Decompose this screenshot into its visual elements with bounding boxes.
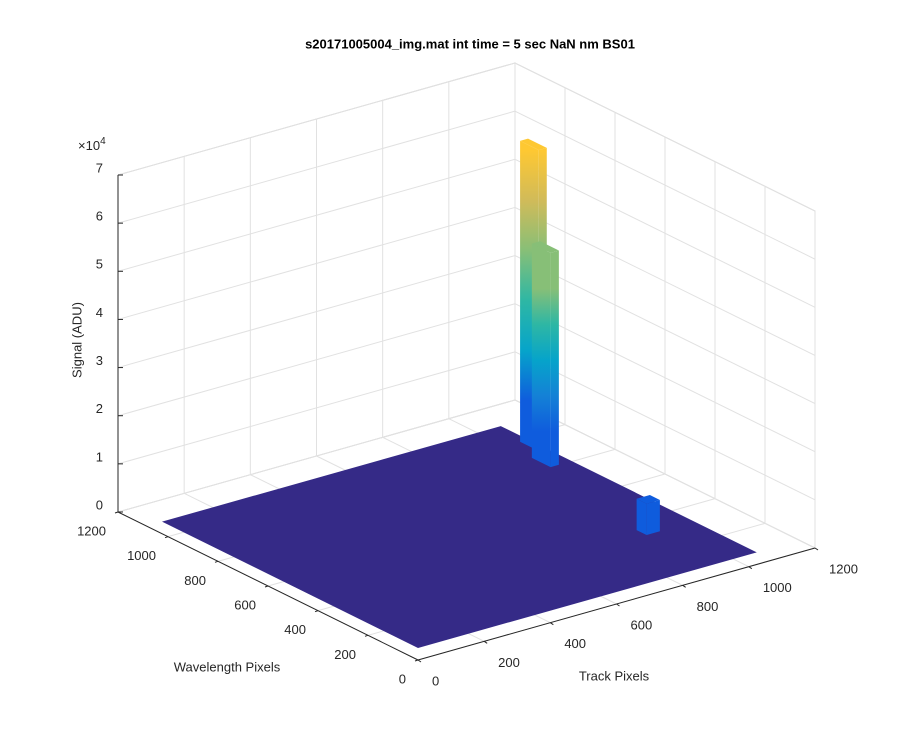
x-tick-label: 400 — [564, 636, 586, 651]
x-axis-label: Track Pixels — [579, 668, 650, 683]
z-multiplier-exponent: 4 — [100, 136, 106, 147]
grid-line — [117, 158, 516, 272]
grid-line — [117, 110, 516, 224]
y-tick-label: 1200 — [77, 523, 106, 538]
y-tick-label: 800 — [184, 573, 206, 588]
ridge-face — [531, 243, 551, 468]
z-multiplier: ×104 — [78, 136, 106, 154]
z-axis-label: Signal (ADU) — [69, 302, 84, 378]
x-tick — [682, 584, 686, 588]
surface — [162, 426, 757, 648]
grid-line — [117, 206, 516, 320]
z-tick-label: 2 — [96, 401, 103, 416]
grid-line — [514, 351, 816, 501]
z-tick-label: 6 — [96, 209, 103, 224]
plot-area — [162, 138, 757, 648]
ridge-top — [636, 495, 660, 504]
y-tick-label: 600 — [234, 597, 256, 612]
grid-line — [117, 303, 516, 417]
y-tick-label: 200 — [334, 647, 356, 662]
grid-line — [514, 110, 816, 260]
z-tick-label: 0 — [96, 497, 103, 512]
grid-line — [514, 206, 816, 356]
x-tick — [616, 603, 620, 607]
chart-title: s20171005004_img.mat int time = 5 sec Na… — [305, 36, 635, 51]
z-tick-label: 3 — [96, 353, 103, 368]
y-tick — [214, 560, 219, 563]
ridge-face — [550, 250, 559, 468]
x-tick — [483, 640, 488, 644]
x-tick-label: 1000 — [763, 580, 792, 595]
grid-line — [514, 303, 816, 453]
x-tick-label: 800 — [697, 599, 719, 614]
y-tick-label: 0 — [399, 671, 406, 686]
y-tick — [164, 536, 169, 539]
y-tick — [314, 610, 319, 613]
ridge-face — [646, 499, 660, 535]
x-tick — [748, 566, 753, 570]
y-tick — [364, 634, 369, 637]
y-tick — [114, 511, 119, 514]
x-tick — [814, 547, 819, 551]
ridge-top — [520, 138, 547, 151]
grid-line — [117, 351, 516, 465]
ridge-top — [531, 241, 559, 253]
y-tick — [414, 659, 419, 662]
z-tick-label: 1 — [96, 449, 103, 464]
x-tick — [417, 659, 422, 663]
x-tick — [550, 622, 554, 626]
grid-line — [514, 62, 816, 212]
grid-line — [514, 399, 816, 549]
y-tick-label: 400 — [284, 622, 306, 637]
grid-line — [514, 255, 816, 405]
axes-walls: 0200400600800100012000200400600800100012… — [77, 62, 858, 688]
x-tick-label: 1200 — [829, 561, 858, 576]
grid-line — [117, 255, 516, 369]
x-tick-label: 200 — [498, 655, 520, 670]
x-tick-label: 600 — [631, 617, 653, 632]
z-tick-label: 7 — [96, 160, 103, 175]
z-tick-label: 4 — [96, 305, 103, 320]
ridge-face — [636, 498, 647, 535]
y-tick-label: 1000 — [127, 548, 156, 563]
z-multiplier-base: ×10 — [78, 138, 100, 153]
z-tick-label: 5 — [96, 257, 103, 272]
y-axis-label: Wavelength Pixels — [174, 659, 281, 674]
x-tick-label: 0 — [432, 673, 439, 688]
grid-line — [117, 62, 516, 176]
grid-line — [117, 399, 516, 513]
y-tick — [264, 585, 269, 588]
grid-line — [514, 158, 816, 308]
